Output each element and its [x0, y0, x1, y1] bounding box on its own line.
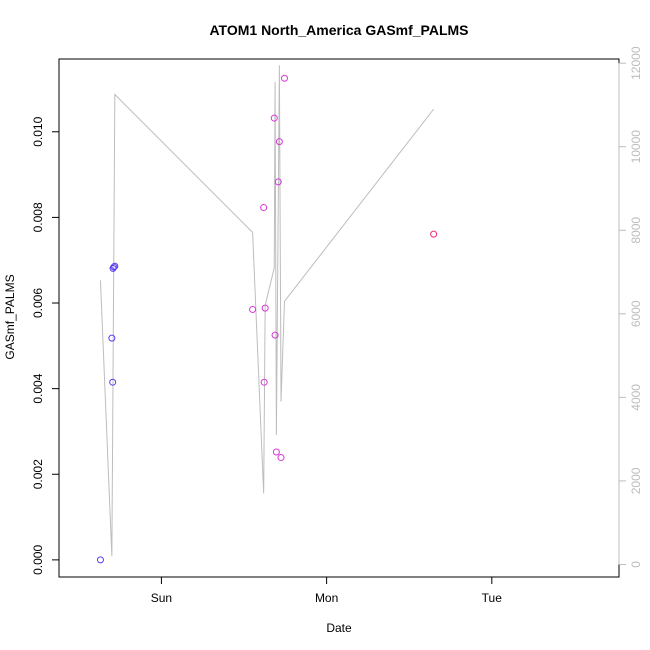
y2-tick-label: 2000: [629, 467, 643, 494]
plot-frame: [58, 58, 620, 578]
y-tick-label: 0.006: [31, 288, 45, 318]
y2-tick-label: 0: [629, 561, 643, 568]
data-point: [249, 305, 257, 313]
data-point: [277, 454, 285, 462]
y-axis: 0.000 0.002 0.004 0.006 0.008 0.010: [31, 116, 60, 575]
y2-tick-label: 6000: [629, 300, 643, 327]
x-tick-label: Tue: [482, 591, 503, 605]
data-point: [108, 334, 116, 342]
chart-title: ATOM1 North_America GASmf_PALMS: [209, 22, 468, 38]
data-point: [261, 304, 269, 312]
y-tick-label: 0.000: [31, 545, 45, 575]
x-axis-label: Date: [326, 621, 352, 635]
x-tick-label: Mon: [315, 591, 338, 605]
data-point: [272, 448, 280, 456]
data-point: [430, 230, 438, 238]
data-point: [96, 556, 104, 564]
y2-tick-label: 4000: [629, 384, 643, 411]
data-point: [271, 331, 279, 339]
data-point: [260, 378, 268, 386]
data-point: [274, 178, 282, 186]
y2-tick-label: 8000: [629, 217, 643, 244]
y-tick-label: 0.010: [31, 116, 45, 146]
data-point: [275, 138, 283, 146]
data-point: [111, 262, 119, 270]
series-points-layer: [96, 74, 438, 564]
y-tick-label: 0.008: [31, 202, 45, 232]
data-point: [109, 264, 117, 272]
data-point: [270, 114, 278, 122]
x-tick-label: Sun: [151, 591, 172, 605]
y-axis-label: GASmf_PALMS: [3, 274, 17, 359]
y-tick-label: 0.004: [31, 373, 45, 403]
data-point: [109, 378, 117, 386]
series-line: [99, 65, 435, 557]
y2-axis: 0 2000 4000 6000 8000 10000 12000: [618, 46, 643, 568]
y2-tick-label: 10000: [629, 130, 643, 164]
y2-tick-label: 12000: [629, 46, 643, 80]
data-point: [260, 204, 268, 212]
data-point: [110, 263, 118, 271]
y-tick-label: 0.002: [31, 459, 45, 489]
x-axis: Sun Mon Tue: [151, 576, 503, 605]
data-point: [280, 74, 288, 82]
series-line-layer: [99, 65, 435, 557]
